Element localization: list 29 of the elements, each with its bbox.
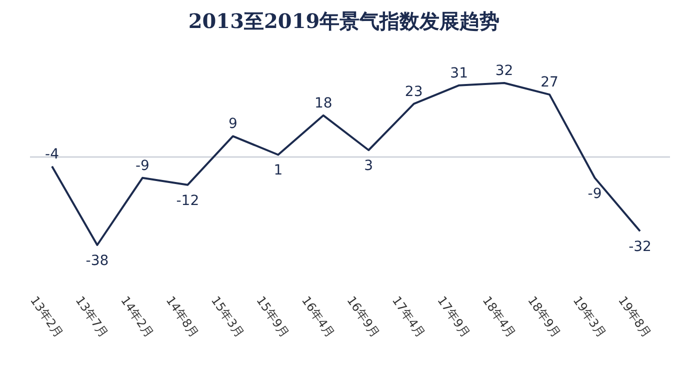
x-tick-label: 16年9月 <box>344 294 383 340</box>
chart-title: 2013至2019年景气指数发展趋势 <box>188 9 500 33</box>
x-tick-label: 17年9月 <box>434 294 473 340</box>
x-tick-label: 13年7月 <box>72 294 112 340</box>
data-label: 31 <box>450 65 468 82</box>
data-label: 1 <box>274 162 283 179</box>
data-label: -4 <box>45 146 60 162</box>
data-label: -9 <box>588 186 602 202</box>
data-label: 9 <box>228 116 238 132</box>
data-label: 18 <box>314 95 332 112</box>
x-tick-label: 19年3月 <box>570 294 609 340</box>
data-label: 32 <box>495 63 514 79</box>
data-label: -9 <box>135 158 150 174</box>
data-label: -32 <box>628 239 652 256</box>
x-tick-label: 14年2月 <box>118 294 156 340</box>
x-tick-label: 13年2月 <box>28 294 66 340</box>
x-tick-label: 19年8月 <box>616 294 654 340</box>
x-tick-label: 15年3月 <box>208 294 247 340</box>
x-tick-label: 18年4月 <box>480 294 518 340</box>
x-tick-label: 16年4月 <box>298 294 338 340</box>
data-label: -12 <box>176 192 200 209</box>
x-tick-label: 17年4月 <box>389 294 428 340</box>
data-label: 23 <box>404 84 423 100</box>
data-label: 27 <box>540 74 558 91</box>
data-label: 3 <box>364 158 374 174</box>
data-label: -38 <box>86 253 109 269</box>
x-tick-label: 18年9月 <box>525 294 564 340</box>
x-tick-label: 14年8月 <box>163 294 202 340</box>
x-tick-label: 15年9月 <box>254 294 292 340</box>
